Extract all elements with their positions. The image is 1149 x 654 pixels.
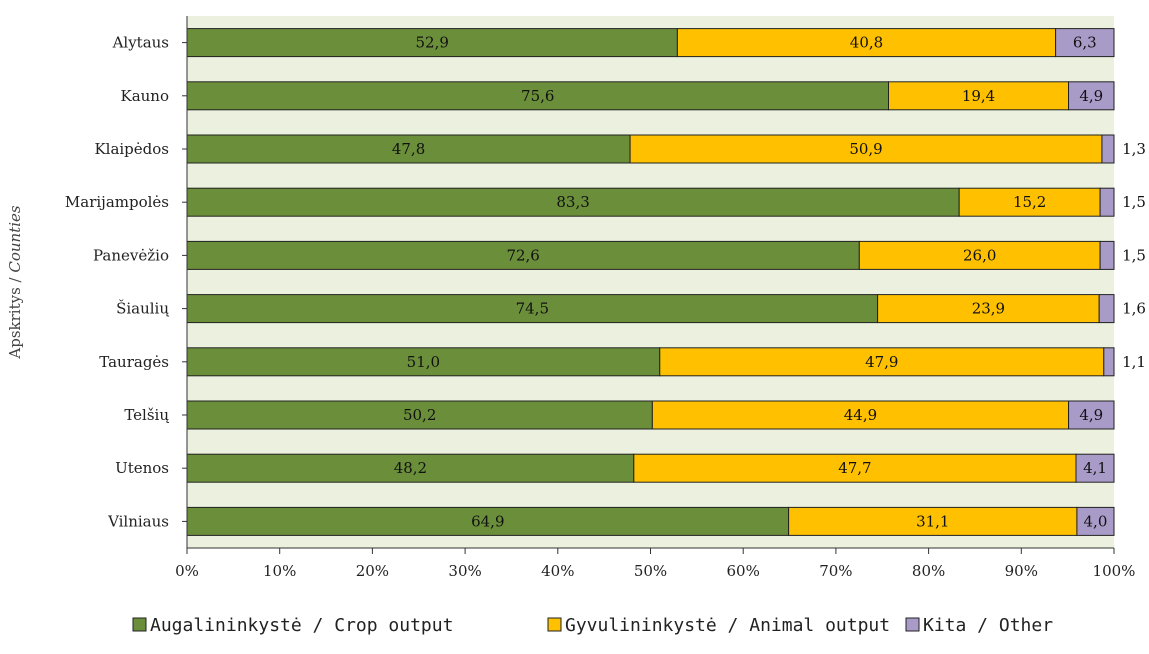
bar-segment [629, 134, 1103, 164]
data-label: 4,9 [1079, 87, 1103, 105]
category-label: Panevėžio [93, 246, 169, 264]
bar-segment [186, 240, 860, 270]
bar-segment [1103, 347, 1115, 377]
data-label: 50,9 [849, 140, 882, 158]
data-label: 47,7 [838, 459, 871, 477]
bar-segment [1068, 81, 1115, 111]
legend-label: Augalininkystė / Crop output [150, 615, 453, 636]
x-tick-label: 60% [727, 562, 760, 580]
data-label: 51,0 [407, 353, 440, 371]
data-label: 4,9 [1079, 406, 1103, 424]
legend: Augalininkystė / Crop output Gyvulininkys… [132, 615, 1053, 636]
category-label: Klaipėdos [94, 140, 169, 158]
x-tick-label: 100% [1093, 562, 1136, 580]
legend-label: Kita / Other [923, 615, 1053, 636]
data-label: 1,3 [1122, 140, 1146, 158]
bar-segment [659, 347, 1105, 377]
bar-segment [186, 134, 631, 164]
data-label: 23,9 [972, 300, 1005, 318]
category-label: Alytaus [112, 34, 169, 52]
bar-segment [1099, 240, 1115, 270]
x-tick-label: 70% [819, 562, 852, 580]
data-label: 52,9 [415, 34, 448, 52]
legend-swatch [132, 617, 147, 632]
bar-segment [1098, 294, 1115, 324]
x-tick-label: 40% [541, 562, 574, 580]
data-label: 1,5 [1122, 246, 1146, 264]
bar-segment [186, 294, 879, 324]
data-label: 15,2 [1013, 193, 1046, 211]
data-label: 64,9 [471, 512, 504, 530]
x-tick-label: 90% [1005, 562, 1038, 580]
category-label: Šiaulių [116, 300, 169, 318]
x-tick-label: 0% [175, 562, 199, 580]
data-label: 40,8 [850, 34, 883, 52]
bars-group: 52,9 40,8 6,3 75,6 19,4 4,9 47,8 50,9 1,3 83,3 15,… [186, 28, 1146, 536]
data-label: 31,1 [916, 512, 949, 530]
category-label: Tauragės [99, 353, 169, 371]
bar-segment [788, 506, 1078, 536]
data-label: 50,2 [403, 406, 436, 424]
data-label: 47,8 [392, 140, 425, 158]
data-label: 74,5 [516, 300, 549, 318]
bar-segment [186, 506, 790, 536]
category-label: Vilniaus [107, 512, 169, 530]
bar-segment [186, 347, 661, 377]
category-label: Marijampolės [65, 193, 169, 211]
category-labels: Alytaus Kauno Klaipėdos Marijampolės Panevėž… [65, 34, 187, 530]
data-label: 44,9 [844, 406, 877, 424]
category-label: Telšių [124, 406, 169, 424]
bar-segment [1055, 28, 1115, 58]
bar-segment [877, 294, 1100, 324]
data-label: 75,6 [521, 87, 554, 105]
x-tick-label: 50% [634, 562, 667, 580]
x-tick-label: 80% [912, 562, 945, 580]
x-axis: 0% 10% 20% 30% 40% 50% 60% 70% 80% 90% 100% [175, 16, 1135, 580]
bar-segment [1075, 453, 1115, 483]
bar-segment [186, 187, 960, 217]
data-label: 1,6 [1122, 300, 1146, 318]
data-label: 72,6 [506, 246, 539, 264]
bar-segment [1076, 506, 1115, 536]
data-label: 19,4 [962, 87, 995, 105]
data-label: 1,5 [1122, 193, 1146, 211]
bar-segment [186, 28, 678, 58]
bar-segment [1068, 400, 1115, 430]
data-label: 6,3 [1073, 34, 1097, 52]
data-label: 4,1 [1083, 459, 1107, 477]
legend-swatch [905, 617, 920, 632]
x-tick-label: 20% [356, 562, 389, 580]
bar-segment [1099, 187, 1115, 217]
bar-segment [186, 400, 653, 430]
x-tick-label: 30% [448, 562, 481, 580]
bar-segment [958, 187, 1101, 217]
x-tick-label: 10% [263, 562, 296, 580]
y-axis-label-part-1: Apskritys / [6, 273, 24, 360]
data-label: 47,9 [865, 353, 898, 371]
data-label: 83,3 [556, 193, 589, 211]
data-label: 1,1 [1122, 353, 1146, 371]
bar-segment [651, 400, 1070, 430]
data-label: 26,0 [963, 246, 996, 264]
legend-label: Gyvulininkystė / Animal output [565, 615, 890, 636]
bar-segment [858, 240, 1101, 270]
category-label: Utenos [115, 459, 169, 477]
y-axis-label: Apskritys / Counties [6, 205, 24, 360]
data-label: 4,0 [1084, 512, 1108, 530]
category-label: Kauno [120, 87, 169, 105]
y-axis-label-part-2: Counties [6, 205, 24, 273]
data-label: 48,2 [394, 459, 427, 477]
bar-segment [1101, 134, 1115, 164]
legend-swatch [547, 617, 562, 632]
